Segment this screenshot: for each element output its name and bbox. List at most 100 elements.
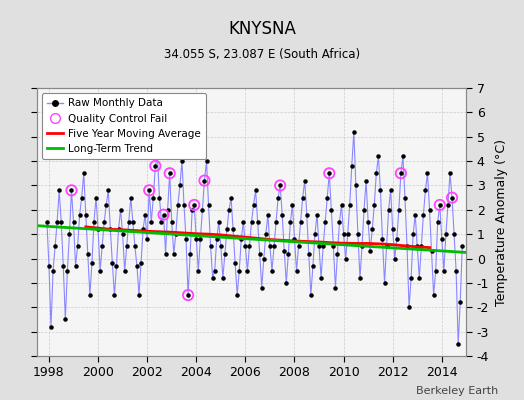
Point	[327, 207, 335, 213]
Point	[456, 299, 464, 306]
Point	[370, 202, 378, 208]
Point	[302, 212, 311, 218]
Point	[192, 236, 201, 242]
Point	[194, 268, 202, 274]
Point	[67, 187, 75, 194]
Y-axis label: Temperature Anomaly (°C): Temperature Anomaly (°C)	[495, 138, 508, 306]
Point	[116, 207, 125, 213]
Point	[55, 187, 63, 194]
Point	[129, 219, 137, 225]
Point	[149, 194, 158, 201]
Point	[380, 280, 389, 286]
Point	[73, 243, 82, 250]
Point	[304, 250, 313, 257]
Point	[270, 243, 278, 250]
Point	[168, 219, 176, 225]
Point	[395, 207, 403, 213]
Point	[280, 248, 288, 254]
Point	[301, 177, 309, 184]
Point	[335, 219, 344, 225]
Point	[135, 292, 143, 298]
Point	[90, 219, 98, 225]
Point	[254, 219, 262, 225]
Point	[321, 219, 330, 225]
Point	[184, 292, 192, 298]
Point	[188, 207, 196, 213]
Point	[411, 212, 419, 218]
Point	[108, 260, 116, 267]
Point	[59, 263, 68, 269]
Point	[433, 219, 442, 225]
Point	[444, 202, 452, 208]
Point	[403, 243, 411, 250]
Point	[268, 268, 276, 274]
Point	[399, 153, 407, 160]
Point	[258, 284, 266, 291]
Point	[333, 250, 342, 257]
Point	[213, 236, 221, 242]
Point	[51, 243, 59, 250]
Point	[337, 202, 346, 208]
Point	[209, 275, 217, 281]
Point	[159, 212, 168, 218]
Point	[350, 129, 358, 135]
Point	[53, 219, 61, 225]
Point	[229, 226, 237, 232]
Point	[206, 243, 215, 250]
Point	[249, 202, 258, 208]
Point	[405, 304, 413, 310]
Point	[387, 187, 395, 194]
Point	[413, 243, 421, 250]
Point	[200, 177, 209, 184]
Point	[415, 275, 423, 281]
Point	[139, 226, 147, 232]
Point	[452, 268, 460, 274]
Point	[454, 341, 462, 347]
Point	[92, 194, 100, 201]
Point	[245, 243, 254, 250]
Point	[196, 236, 204, 242]
Point	[331, 284, 340, 291]
Point	[166, 170, 174, 176]
Point	[137, 260, 145, 267]
Point	[78, 194, 86, 201]
Point	[385, 207, 393, 213]
Point	[243, 268, 252, 274]
Point	[71, 263, 80, 269]
Point	[80, 170, 88, 176]
Point	[190, 202, 199, 208]
Point	[362, 177, 370, 184]
Point	[430, 292, 438, 298]
Point	[102, 202, 111, 208]
Point	[401, 194, 409, 201]
Point	[282, 280, 290, 286]
Point	[290, 236, 299, 242]
Point	[368, 226, 376, 232]
Point	[178, 158, 186, 164]
Point	[88, 260, 96, 267]
Point	[364, 219, 373, 225]
Point	[397, 170, 405, 176]
Point	[221, 250, 229, 257]
Point	[49, 268, 57, 274]
Point	[114, 226, 123, 232]
Point	[223, 226, 231, 232]
Point	[288, 202, 297, 208]
Point	[374, 153, 383, 160]
Point	[82, 212, 90, 218]
Point	[112, 263, 121, 269]
Point	[344, 231, 352, 237]
Point	[241, 243, 249, 250]
Point	[186, 250, 194, 257]
Point	[431, 268, 440, 274]
Point	[130, 243, 139, 250]
Point	[311, 231, 319, 237]
Point	[75, 212, 84, 218]
Point	[284, 250, 292, 257]
Point	[286, 219, 294, 225]
Point	[278, 212, 287, 218]
Point	[256, 250, 264, 257]
Point	[159, 212, 168, 218]
Point	[227, 194, 235, 201]
Point	[397, 170, 405, 176]
